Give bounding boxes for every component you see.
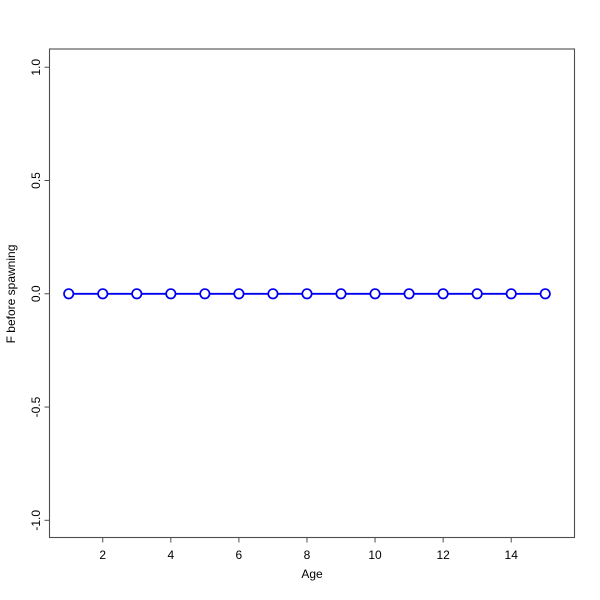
svg-text:F before spawning: F before spawning — [4, 245, 18, 344]
svg-text:10: 10 — [368, 548, 382, 562]
svg-text:14: 14 — [505, 548, 519, 562]
svg-text:6: 6 — [236, 548, 243, 562]
svg-text:0.5: 0.5 — [29, 172, 43, 189]
svg-text:0.0: 0.0 — [29, 285, 43, 302]
svg-text:1.0: 1.0 — [29, 59, 43, 76]
svg-text:8: 8 — [304, 548, 311, 562]
svg-text:2: 2 — [99, 548, 106, 562]
svg-text:4: 4 — [167, 548, 174, 562]
svg-text:12: 12 — [436, 548, 450, 562]
svg-text:Age: Age — [301, 567, 323, 581]
svg-text:-0.5: -0.5 — [29, 396, 43, 417]
svg-text:-1.0: -1.0 — [29, 510, 43, 531]
